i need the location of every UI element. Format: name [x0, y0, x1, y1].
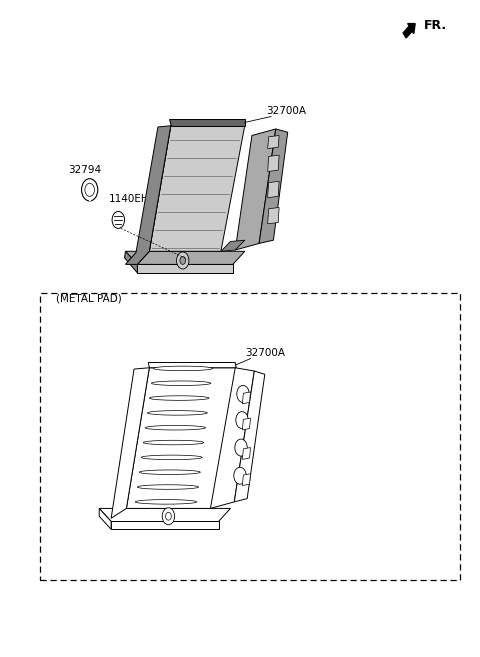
Circle shape [237, 386, 249, 403]
Polygon shape [242, 418, 251, 430]
Polygon shape [268, 155, 279, 171]
Polygon shape [111, 522, 218, 530]
Circle shape [234, 467, 246, 484]
Text: 32700A: 32700A [266, 106, 306, 116]
Polygon shape [142, 455, 202, 460]
Text: 1140EH: 1140EH [109, 194, 149, 204]
Circle shape [112, 212, 124, 229]
Polygon shape [137, 264, 233, 273]
Polygon shape [148, 363, 236, 368]
Polygon shape [125, 125, 171, 264]
Polygon shape [268, 181, 279, 198]
Polygon shape [235, 129, 276, 250]
Polygon shape [221, 240, 245, 251]
Polygon shape [137, 485, 199, 489]
Polygon shape [169, 119, 245, 125]
Polygon shape [140, 470, 201, 474]
Polygon shape [152, 381, 211, 386]
Polygon shape [149, 125, 245, 251]
Circle shape [85, 183, 95, 196]
Circle shape [82, 179, 98, 201]
Circle shape [162, 508, 175, 525]
Polygon shape [268, 135, 279, 148]
Polygon shape [145, 426, 206, 430]
Circle shape [235, 439, 247, 456]
FancyArrow shape [403, 24, 415, 38]
Polygon shape [210, 368, 254, 509]
Polygon shape [99, 509, 111, 530]
Polygon shape [124, 251, 137, 273]
Polygon shape [147, 411, 207, 415]
Circle shape [177, 252, 189, 269]
Polygon shape [126, 368, 236, 509]
Text: 32794: 32794 [68, 165, 101, 175]
Polygon shape [144, 440, 204, 445]
Text: FR.: FR. [424, 19, 447, 32]
Polygon shape [99, 509, 230, 522]
Circle shape [180, 256, 186, 264]
Polygon shape [111, 368, 149, 518]
Circle shape [166, 512, 171, 520]
Polygon shape [125, 251, 245, 264]
Polygon shape [150, 396, 209, 400]
Polygon shape [135, 499, 197, 504]
Polygon shape [154, 366, 213, 371]
Bar [39, 292, 459, 580]
Polygon shape [242, 474, 251, 486]
Text: (METAL PAD): (METAL PAD) [56, 294, 122, 304]
Polygon shape [242, 447, 251, 459]
Polygon shape [234, 371, 265, 502]
Polygon shape [242, 392, 251, 404]
Polygon shape [130, 125, 171, 264]
Polygon shape [259, 129, 288, 244]
Polygon shape [268, 208, 279, 224]
Text: 32700A: 32700A [245, 348, 285, 358]
Circle shape [236, 411, 248, 428]
